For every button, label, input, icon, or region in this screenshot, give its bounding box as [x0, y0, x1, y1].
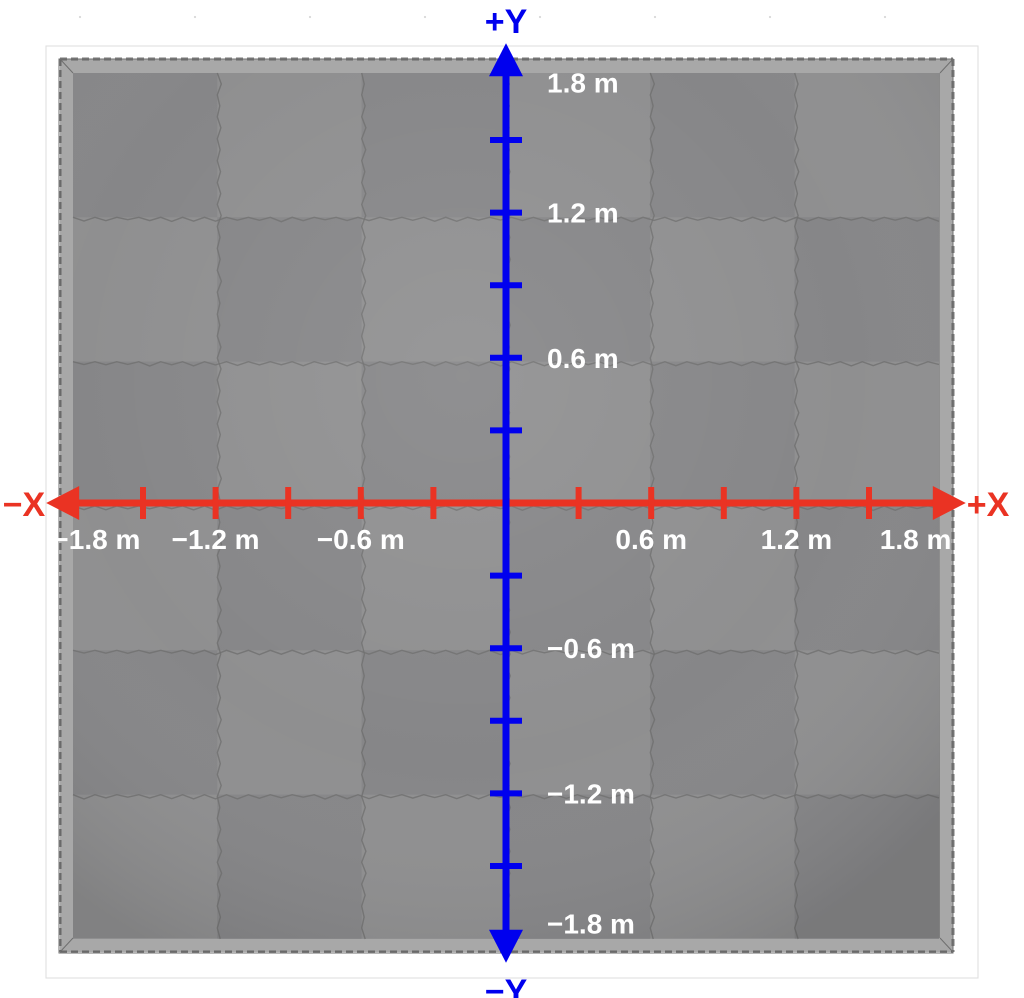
svg-text:−1.8 m: −1.8 m	[52, 524, 140, 555]
svg-text:−X: −X	[3, 486, 46, 524]
svg-text:−1.2 m: −1.2 m	[547, 778, 635, 809]
svg-text:−Y: −Y	[485, 973, 528, 998]
svg-text:−1.8 m: −1.8 m	[547, 909, 635, 940]
svg-text:1.2 m: 1.2 m	[547, 198, 619, 229]
svg-text:1.8 m: 1.8 m	[547, 67, 619, 98]
svg-text:+Y: +Y	[485, 3, 528, 41]
svg-text:0.6 m: 0.6 m	[615, 524, 687, 555]
svg-text:1.2 m: 1.2 m	[761, 524, 833, 555]
svg-text:1.8 m: 1.8 m	[880, 524, 952, 555]
svg-text:+X: +X	[967, 486, 1010, 524]
svg-text:−0.6 m: −0.6 m	[547, 633, 635, 664]
svg-text:−0.6 m: −0.6 m	[317, 524, 405, 555]
svg-text:−1.2 m: −1.2 m	[172, 524, 260, 555]
svg-text:0.6 m: 0.6 m	[547, 343, 619, 374]
